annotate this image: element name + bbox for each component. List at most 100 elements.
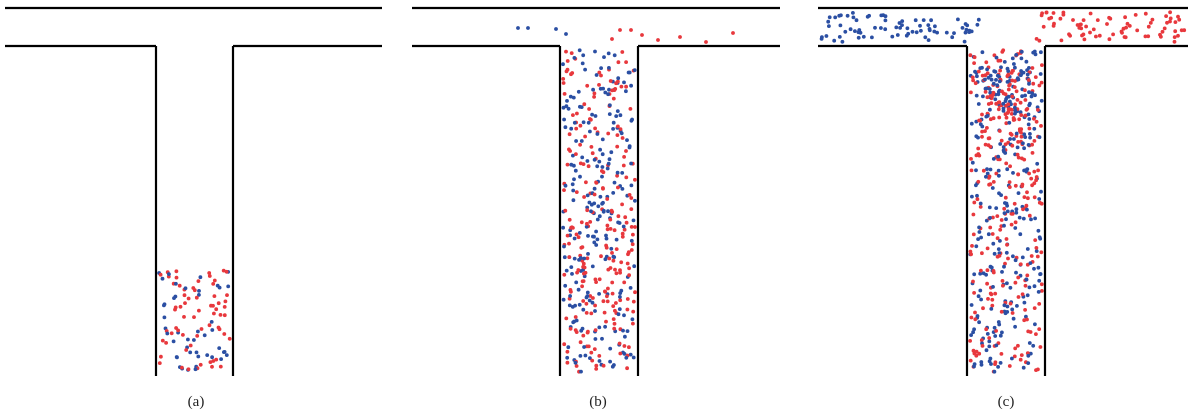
red-particle [980,251,984,256]
blue-particle [604,236,609,241]
blue-particle [192,338,196,342]
red-particle [991,116,996,121]
red-particle [562,92,567,96]
red-particle [621,163,626,168]
red-particle [590,358,595,363]
red-particle [580,284,584,289]
blue-particle [900,19,905,23]
red-particle [1016,155,1021,160]
red-particle [1071,18,1075,22]
red-particle [574,126,579,131]
blue-particle [583,67,587,72]
blue-particle [883,18,888,23]
blue-particle [991,81,996,86]
red-particle [567,255,572,259]
red-particle [984,60,989,65]
blue-particle [1030,91,1034,96]
red-particle [1016,172,1020,177]
panel-a-t-junction [5,6,382,376]
blue-particle [627,144,632,149]
red-particle [1006,107,1011,111]
red-particle [590,151,595,156]
red-particle [597,354,602,358]
blue-particle [569,126,574,131]
red-particle [997,253,1002,258]
red-particle [1006,110,1011,114]
blue-particle [1032,284,1037,289]
blue-particle [935,30,939,35]
blue-particle [974,168,978,173]
blue-particle [978,66,983,70]
red-particle [640,33,644,37]
red-particle [195,334,200,338]
red-particle [214,307,219,312]
red-particle [981,168,986,173]
blue-particle [1020,255,1025,260]
blue-particle [611,120,616,125]
blue-particle [983,86,988,91]
red-particle [972,291,976,295]
red-particle [622,344,627,348]
blue-particle [591,87,595,92]
blue-particle [1027,90,1031,95]
red-particle [582,195,586,199]
red-particle [573,315,578,319]
red-particle [1003,261,1007,266]
blue-particle [590,112,594,117]
blue-particle [569,265,574,269]
red-particle [1003,195,1008,200]
red-particle [1004,237,1009,241]
red-particle [996,107,1001,112]
red-particle [629,28,633,32]
red-particle [1164,14,1168,18]
blue-particle [918,23,922,28]
blue-particle [1000,330,1004,335]
red-particle [1029,254,1034,258]
blue-particle [975,314,980,318]
blue-particle [1002,223,1006,228]
red-particle [1017,117,1022,122]
red-particle [605,197,610,201]
blue-particle [632,264,637,269]
blue-particle [1026,112,1031,117]
blue-particle [883,14,888,19]
blue-particle [1033,322,1037,327]
red-particle [998,68,1002,73]
red-particle [656,38,660,42]
blue-particle [629,118,634,123]
red-particle [601,299,606,304]
red-particle [1077,26,1082,30]
red-particle [969,315,974,320]
red-particle [567,147,571,152]
red-particle [565,360,570,365]
blue-particle [1038,272,1043,276]
red-particle [988,225,993,230]
red-particle [1097,33,1102,38]
blue-particle [994,78,998,82]
blue-particle [561,297,566,302]
blue-particle [1013,111,1017,116]
blue-particle [1019,49,1024,54]
red-particle [592,347,597,351]
caption-b: (b) [589,394,607,410]
blue-particle [193,367,198,372]
red-particle [1019,134,1024,139]
red-particle [970,244,974,248]
red-particle [972,200,977,205]
blue-particle [595,217,600,222]
blue-particle [222,350,227,354]
red-particle [1013,220,1018,225]
red-particle [629,207,634,212]
red-particle [585,83,590,88]
blue-particle [620,171,625,175]
blue-particle [1024,314,1028,319]
blue-particle [987,359,992,364]
blue-particle [1005,66,1010,71]
red-particle [1023,98,1028,102]
red-particle [618,351,623,356]
red-particle [1018,262,1023,267]
blue-particle [1005,281,1009,286]
red-particle [198,362,203,367]
blue-particle [914,30,919,35]
blue-particle [963,22,968,26]
